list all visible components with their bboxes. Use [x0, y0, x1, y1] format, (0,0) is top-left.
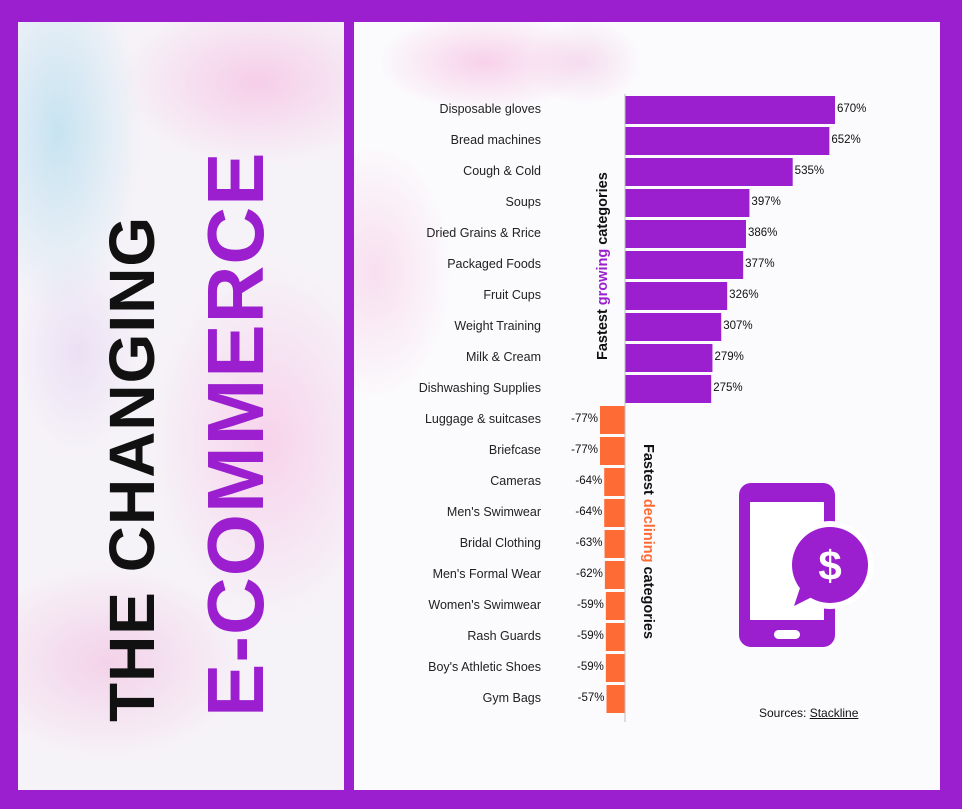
growing-caption: Fastest growing categories: [595, 172, 611, 360]
value-label: -59%: [576, 661, 604, 673]
category-label: Bread machines: [450, 133, 541, 147]
bar-growing-9: [625, 344, 713, 372]
value-label: -77%: [571, 413, 598, 425]
value-label: 377%: [745, 258, 775, 270]
value-label: 386%: [747, 227, 778, 239]
bar-growing-10: [625, 375, 712, 403]
declining-caption-highlight: declining: [640, 498, 656, 563]
value-label: 535%: [794, 165, 825, 177]
growing-caption-suffix: categories: [595, 172, 611, 249]
category-label: Boy's Athletic Shoes: [428, 660, 541, 674]
declining-caption: Fastest declining categories: [640, 444, 656, 639]
value-label: 326%: [729, 289, 759, 301]
value-label: 397%: [751, 196, 781, 208]
bar-growing-7: [625, 282, 728, 310]
bar-declining-7: [605, 592, 625, 620]
declining-caption-suffix: categories: [640, 562, 656, 640]
value-label: 670%: [837, 103, 867, 115]
bar-declining-1: [600, 406, 625, 434]
value-label: 279%: [714, 351, 744, 363]
category-label: Gym Bags: [482, 691, 541, 705]
title-panel: [18, 22, 344, 790]
value-label: 307%: [723, 320, 753, 332]
bar-declining-5: [604, 530, 625, 558]
category-label: Luggage & suitcases: [424, 412, 541, 426]
bar-growing-1: [625, 96, 835, 124]
bar-growing-3: [625, 158, 793, 186]
category-label: Men's Formal Wear: [432, 567, 541, 581]
bar-declining-9: [605, 654, 625, 682]
bar-growing-2: [625, 127, 830, 155]
value-label: -77%: [571, 444, 598, 456]
value-label: -64%: [575, 506, 603, 518]
growing-caption-prefix: Fastest: [595, 305, 611, 360]
category-label: Briefcase: [488, 443, 541, 457]
category-label: Dried Grains & Rrice: [426, 226, 541, 240]
category-label: Disposable gloves: [439, 102, 541, 116]
sources-link[interactable]: Stackline: [809, 706, 859, 720]
category-label: Milk & Cream: [465, 350, 541, 364]
bar-declining-6: [604, 561, 625, 589]
declining-caption-prefix: Fastest: [640, 444, 656, 499]
category-label: Women's Swimwear: [428, 598, 541, 612]
value-label: 652%: [831, 134, 861, 146]
category-label: Rash Guards: [467, 629, 541, 643]
bar-declining-2: [600, 437, 625, 465]
category-label: Fruit Cups: [483, 288, 541, 302]
category-label: Cough & Cold: [463, 164, 541, 178]
phone-dollar-icon: $: [739, 483, 874, 647]
sources-note: Sources: Stackline: [759, 706, 858, 720]
bar-growing-6: [625, 251, 744, 279]
category-label: Dishwashing Supplies: [418, 381, 541, 395]
sources-label: Sources:: [759, 706, 807, 720]
value-label: -57%: [577, 692, 605, 704]
value-label: -59%: [576, 630, 604, 642]
category-label: Soups: [505, 195, 541, 209]
bar-declining-4: [604, 499, 625, 527]
category-label: Cameras: [490, 474, 541, 488]
bar-declining-10: [606, 685, 625, 713]
bar-declining-3: [604, 468, 625, 496]
category-label: Men's Swimwear: [446, 505, 541, 519]
value-label: -64%: [575, 475, 603, 487]
bar-growing-4: [625, 189, 750, 217]
bar-growing-8: [625, 313, 722, 341]
bar-declining-8: [605, 623, 625, 651]
bar-growing-5: [625, 220, 746, 248]
value-label: -59%: [576, 599, 604, 611]
value-label: -63%: [575, 537, 603, 549]
svg-text:$: $: [818, 542, 841, 589]
category-label: Bridal Clothing: [459, 536, 541, 550]
growing-caption-highlight: growing: [595, 248, 611, 306]
value-label: -62%: [576, 568, 603, 580]
value-label: 275%: [713, 382, 743, 394]
category-label: Weight Training: [454, 319, 541, 333]
category-label: Packaged Foods: [447, 257, 541, 271]
